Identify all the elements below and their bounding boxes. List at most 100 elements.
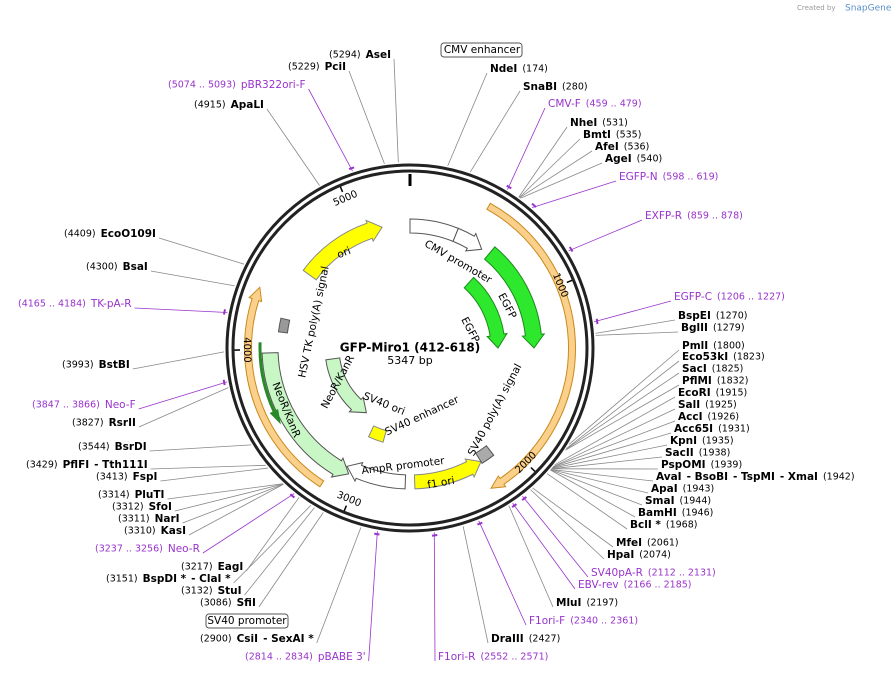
primer-name: pBR322ori-F [241, 79, 306, 91]
site-name: PflFI [63, 459, 90, 471]
label-line [478, 520, 527, 626]
label-line [550, 469, 643, 506]
label-line [433, 532, 436, 662]
feature-label: CMV promoter [422, 238, 494, 287]
primer-name: Neo-F [105, 399, 136, 411]
credit-brand: SnapGene [845, 4, 892, 14]
site-position: (2061) [647, 538, 679, 549]
site-name: PluTI [135, 489, 165, 501]
site-position: (1943) [683, 484, 715, 495]
site-position: (1915) [716, 388, 748, 399]
site-name: - TspMI [733, 471, 775, 483]
site-position: (1946) [682, 508, 714, 519]
site-name: NdeI [490, 63, 517, 75]
label-line [138, 387, 229, 428]
site-position: (2197) [586, 598, 618, 609]
primer-position: (1206 .. 1227) [717, 292, 785, 303]
label-line [138, 381, 228, 410]
label-line [245, 497, 300, 572]
site-position: (3827) [72, 418, 104, 429]
site-name: BspDI * [143, 573, 187, 585]
site-name: AvaI [656, 471, 682, 483]
primer-position: (598 .. 619) [663, 172, 719, 183]
tick-label: 3000 [335, 490, 363, 510]
label-line [202, 493, 295, 554]
label-line [520, 162, 603, 199]
label-line [522, 495, 589, 578]
label-line [552, 420, 676, 468]
site-name: RsrII [109, 417, 136, 429]
feature-arrow [486, 202, 576, 489]
label-line [233, 505, 312, 584]
feature-arrow [409, 218, 459, 243]
label-line [160, 467, 268, 482]
site-name: StuI [218, 585, 242, 597]
feature-arrow [475, 445, 495, 465]
label-line [149, 444, 252, 452]
site-position: (1823) [733, 352, 765, 363]
label-line [568, 219, 643, 252]
label-line [158, 237, 245, 265]
site-position: (1931) [718, 424, 750, 435]
primer-name: EXFP-R [645, 210, 682, 222]
label-line [552, 432, 672, 468]
site-position: (1825) [712, 364, 744, 375]
site-position: (174) [522, 64, 548, 75]
site-name: BamHI [638, 507, 677, 519]
primer-name: Neo-R [168, 543, 200, 555]
site-name: MluI [556, 597, 581, 609]
site-name: Acc65I [674, 423, 713, 435]
site-position: (1279) [713, 323, 745, 334]
site-name: BstBI [99, 359, 130, 371]
primer-mark [289, 493, 296, 499]
site-position: (280) [562, 82, 588, 93]
site-position: (3151) [106, 574, 138, 585]
site-name: BclI * [630, 519, 661, 531]
label-line [469, 90, 521, 173]
site-name: BglII [681, 322, 708, 334]
backbone-outer [225, 163, 595, 533]
primer-mark [223, 309, 226, 315]
primer-position: (2166 .. 2185) [624, 580, 692, 591]
label-line [594, 300, 672, 323]
feature-arrow [367, 425, 387, 443]
label-line [565, 372, 680, 450]
feature-arrow [346, 461, 407, 490]
label-line [244, 507, 315, 596]
primer-name: TK-pA-R [90, 298, 132, 310]
label-line [554, 396, 676, 466]
primer-name: F1ori-R [438, 651, 475, 663]
site-position: (3993) [62, 360, 94, 371]
site-position: (3312) [112, 502, 144, 513]
site-name: AseI [366, 49, 391, 61]
site-position: (1925) [705, 400, 737, 411]
primer-position: (859 .. 878) [687, 211, 743, 222]
primer-mark [568, 246, 574, 253]
label-line [553, 408, 676, 467]
tick-label: 4000 [241, 337, 252, 363]
site-position: (3132) [181, 586, 213, 597]
label-line [316, 527, 362, 644]
site-name: EcoRI [678, 387, 711, 399]
site-name: SacII [665, 447, 694, 459]
site-position: (4409) [64, 229, 96, 240]
site-name: NarI [155, 513, 180, 525]
site-name: EcoO109I [101, 228, 156, 240]
label-line [519, 150, 593, 199]
label-line [188, 483, 284, 536]
map-name: GFP-Miro1 (412-618) [340, 341, 480, 355]
primer-mark [348, 166, 355, 171]
label-line [266, 108, 320, 186]
map-length: 5347 bp [387, 354, 432, 367]
site-position: (1944) [680, 496, 712, 507]
site-position: (536) [624, 142, 650, 153]
site-position: (3413) [96, 472, 128, 483]
site-name: AccI [678, 411, 702, 423]
site-position: (3429) [26, 460, 58, 471]
site-position: (3544) [78, 442, 110, 453]
label-line [507, 107, 546, 190]
credit: Created by [797, 4, 836, 12]
site-name: AgeI [605, 153, 632, 165]
label-line [134, 307, 228, 313]
site-name: PflMI [682, 375, 712, 387]
